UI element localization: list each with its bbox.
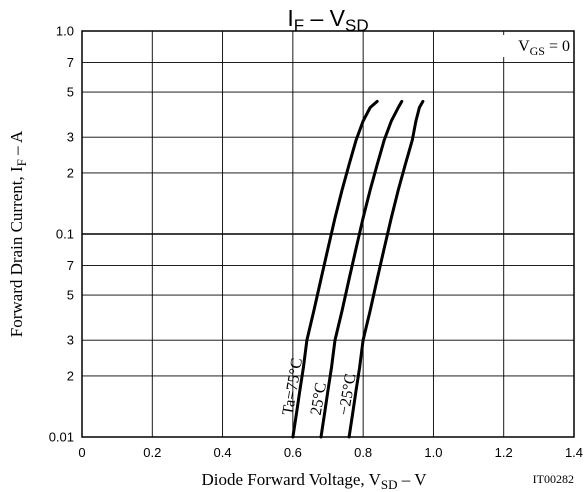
- series-group: Ta=75°C 25°C −25°C: [280, 99, 425, 439]
- y-tick-label: 2: [67, 368, 74, 383]
- plot-frame: [81, 30, 575, 438]
- x-axis-ticks: 0 0.2 0.4 0.6 0.8 1.0 1.2 1.4: [78, 445, 583, 460]
- y-tick-label: 7: [67, 55, 74, 70]
- x-tick-label: 0.2: [143, 445, 161, 460]
- y-tick-label: 5: [67, 288, 74, 303]
- y-tick-label: 5: [67, 85, 74, 100]
- x-tick-label: 0.8: [354, 445, 372, 460]
- x-tick-label: 1.2: [495, 445, 513, 460]
- condition-label: VGS = 0: [518, 38, 570, 58]
- y-tick-label: 2: [67, 165, 74, 180]
- series-label: 25°C: [308, 381, 330, 416]
- y-axis-ticks: 0.01 2 3 5 7 0.1 2 3 5 7 1.0: [49, 24, 74, 445]
- y-tick-label: 1.0: [56, 24, 74, 39]
- series-label: −25°C: [336, 372, 360, 416]
- series-label: Ta=75°C: [280, 357, 306, 417]
- y-axis-label: Forward Drain Current, IF – A: [7, 130, 29, 337]
- y-tick-label: 3: [67, 333, 74, 348]
- condition-background: [498, 35, 572, 57]
- x-axis-label: Diode Forward Voltage, VSD – V: [201, 470, 427, 492]
- x-tick-label: 0.4: [214, 445, 232, 460]
- x-tick-label: 0.6: [284, 445, 302, 460]
- grid: [82, 31, 574, 437]
- x-tick-label: 1.0: [424, 445, 442, 460]
- series-line: [347, 99, 425, 439]
- x-tick-label: 0: [78, 445, 85, 460]
- series-line: [319, 99, 404, 439]
- y-tick-label: 7: [67, 258, 74, 273]
- x-tick-label: 1.4: [565, 445, 583, 460]
- y-tick-label: 3: [67, 130, 74, 145]
- y-tick-label: 0.01: [49, 430, 74, 445]
- figure-code: IT00282: [533, 472, 574, 486]
- series-line: [291, 99, 379, 439]
- y-tick-label: 0.1: [56, 227, 74, 242]
